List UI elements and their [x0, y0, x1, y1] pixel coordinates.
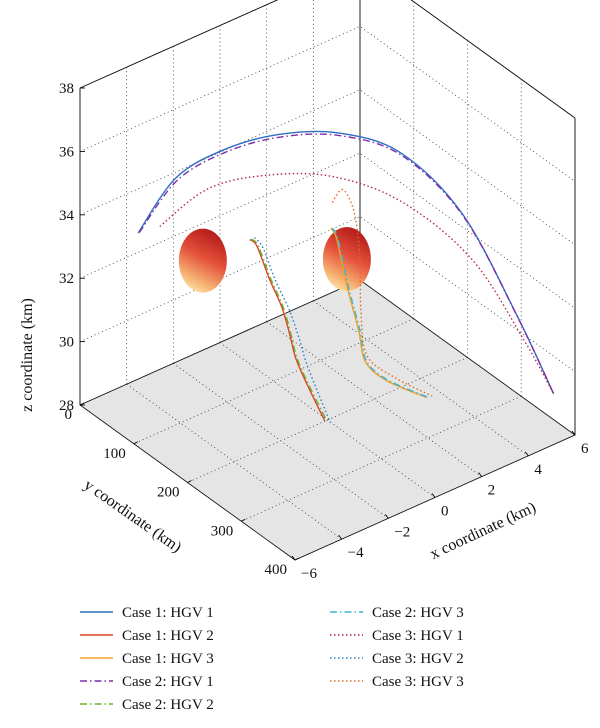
legend-label: Case 2: HGV 1 [122, 674, 214, 690]
legend-label: Case 2: HGV 3 [372, 605, 464, 621]
series-line-7 [330, 228, 427, 399]
grid-line [79, 0, 576, 119]
x-tick-mark [431, 493, 436, 498]
series-line-3 [159, 172, 555, 395]
grid-line [79, 25, 576, 182]
x-tick-label: 0 [441, 504, 449, 520]
grid-line [126, 383, 342, 540]
z-tick-label: 30 [59, 335, 74, 351]
x-tick-label: −4 [348, 545, 364, 561]
x-tick-mark [384, 514, 389, 519]
legend-label: Case 1: HGV 2 [122, 628, 214, 644]
series-line-4 [249, 239, 326, 422]
x-tick-label: −6 [301, 566, 317, 582]
box-edge [79, 0, 279, 89]
x-tick-mark [478, 472, 483, 477]
y-tick-label: 100 [103, 446, 126, 462]
x-tick-label: 6 [581, 441, 589, 457]
y-tick-mark [187, 480, 192, 483]
x-tick-mark [571, 430, 576, 436]
grid-line [79, 89, 576, 246]
z-axis-label: z coordinate (km) [19, 298, 36, 412]
x-tick-mark [291, 555, 296, 561]
grid-line [313, 300, 529, 457]
y-tick-label: 0 [65, 407, 73, 423]
y-tick-mark [79, 402, 85, 406]
series-line-5 [250, 238, 328, 422]
box-edge [410, 0, 576, 119]
legend-label: Case 3: HGV 2 [372, 651, 464, 667]
x-tick-label: −2 [394, 524, 410, 540]
x-tick-mark [338, 534, 343, 540]
x-tick-label: 2 [488, 483, 496, 499]
y-tick-mark [133, 441, 138, 445]
z-tick-label: 38 [59, 81, 74, 97]
z-tick-label: 34 [59, 208, 75, 224]
x-tick-mark [524, 451, 529, 457]
y-tick-label: 300 [211, 523, 234, 539]
legend: Case 1: HGV 1 Case 1: HGV 2 Case 1: HGV 3 C… [80, 605, 464, 713]
x-tick-label: 4 [534, 462, 542, 478]
obstacle-sphere [178, 228, 227, 293]
series-line-6 [253, 237, 332, 423]
legend-label: Case 2: HGV 2 [122, 697, 214, 713]
y-tick-mark [294, 557, 300, 561]
legend-label: Case 3: HGV 3 [372, 674, 464, 690]
tick-labels: 28 30 32 34 36 38 0 100 200 300 400 −6 −4 −2 0 2 4 6 [59, 81, 589, 582]
legend-label: Case 1: HGV 3 [122, 651, 214, 667]
z-tick-label: 32 [59, 271, 74, 287]
axes-box [79, 0, 576, 561]
legend-label: Case 3: HGV 1 [372, 628, 464, 644]
grid-line [79, 152, 576, 309]
series-line-8 [331, 227, 429, 398]
grid-line [266, 321, 482, 477]
y-tick-label: 200 [157, 485, 180, 501]
obstacles [178, 227, 371, 293]
y-tick-mark [241, 518, 246, 522]
legend-label: Case 1: HGV 1 [122, 605, 214, 621]
series-lines [137, 130, 555, 423]
z-tick-label: 28 [59, 398, 74, 414]
y-tick-label: 400 [265, 562, 288, 578]
z-tick-label: 36 [59, 144, 75, 160]
grid-line [219, 342, 436, 498]
obstacle-sphere [322, 227, 371, 292]
